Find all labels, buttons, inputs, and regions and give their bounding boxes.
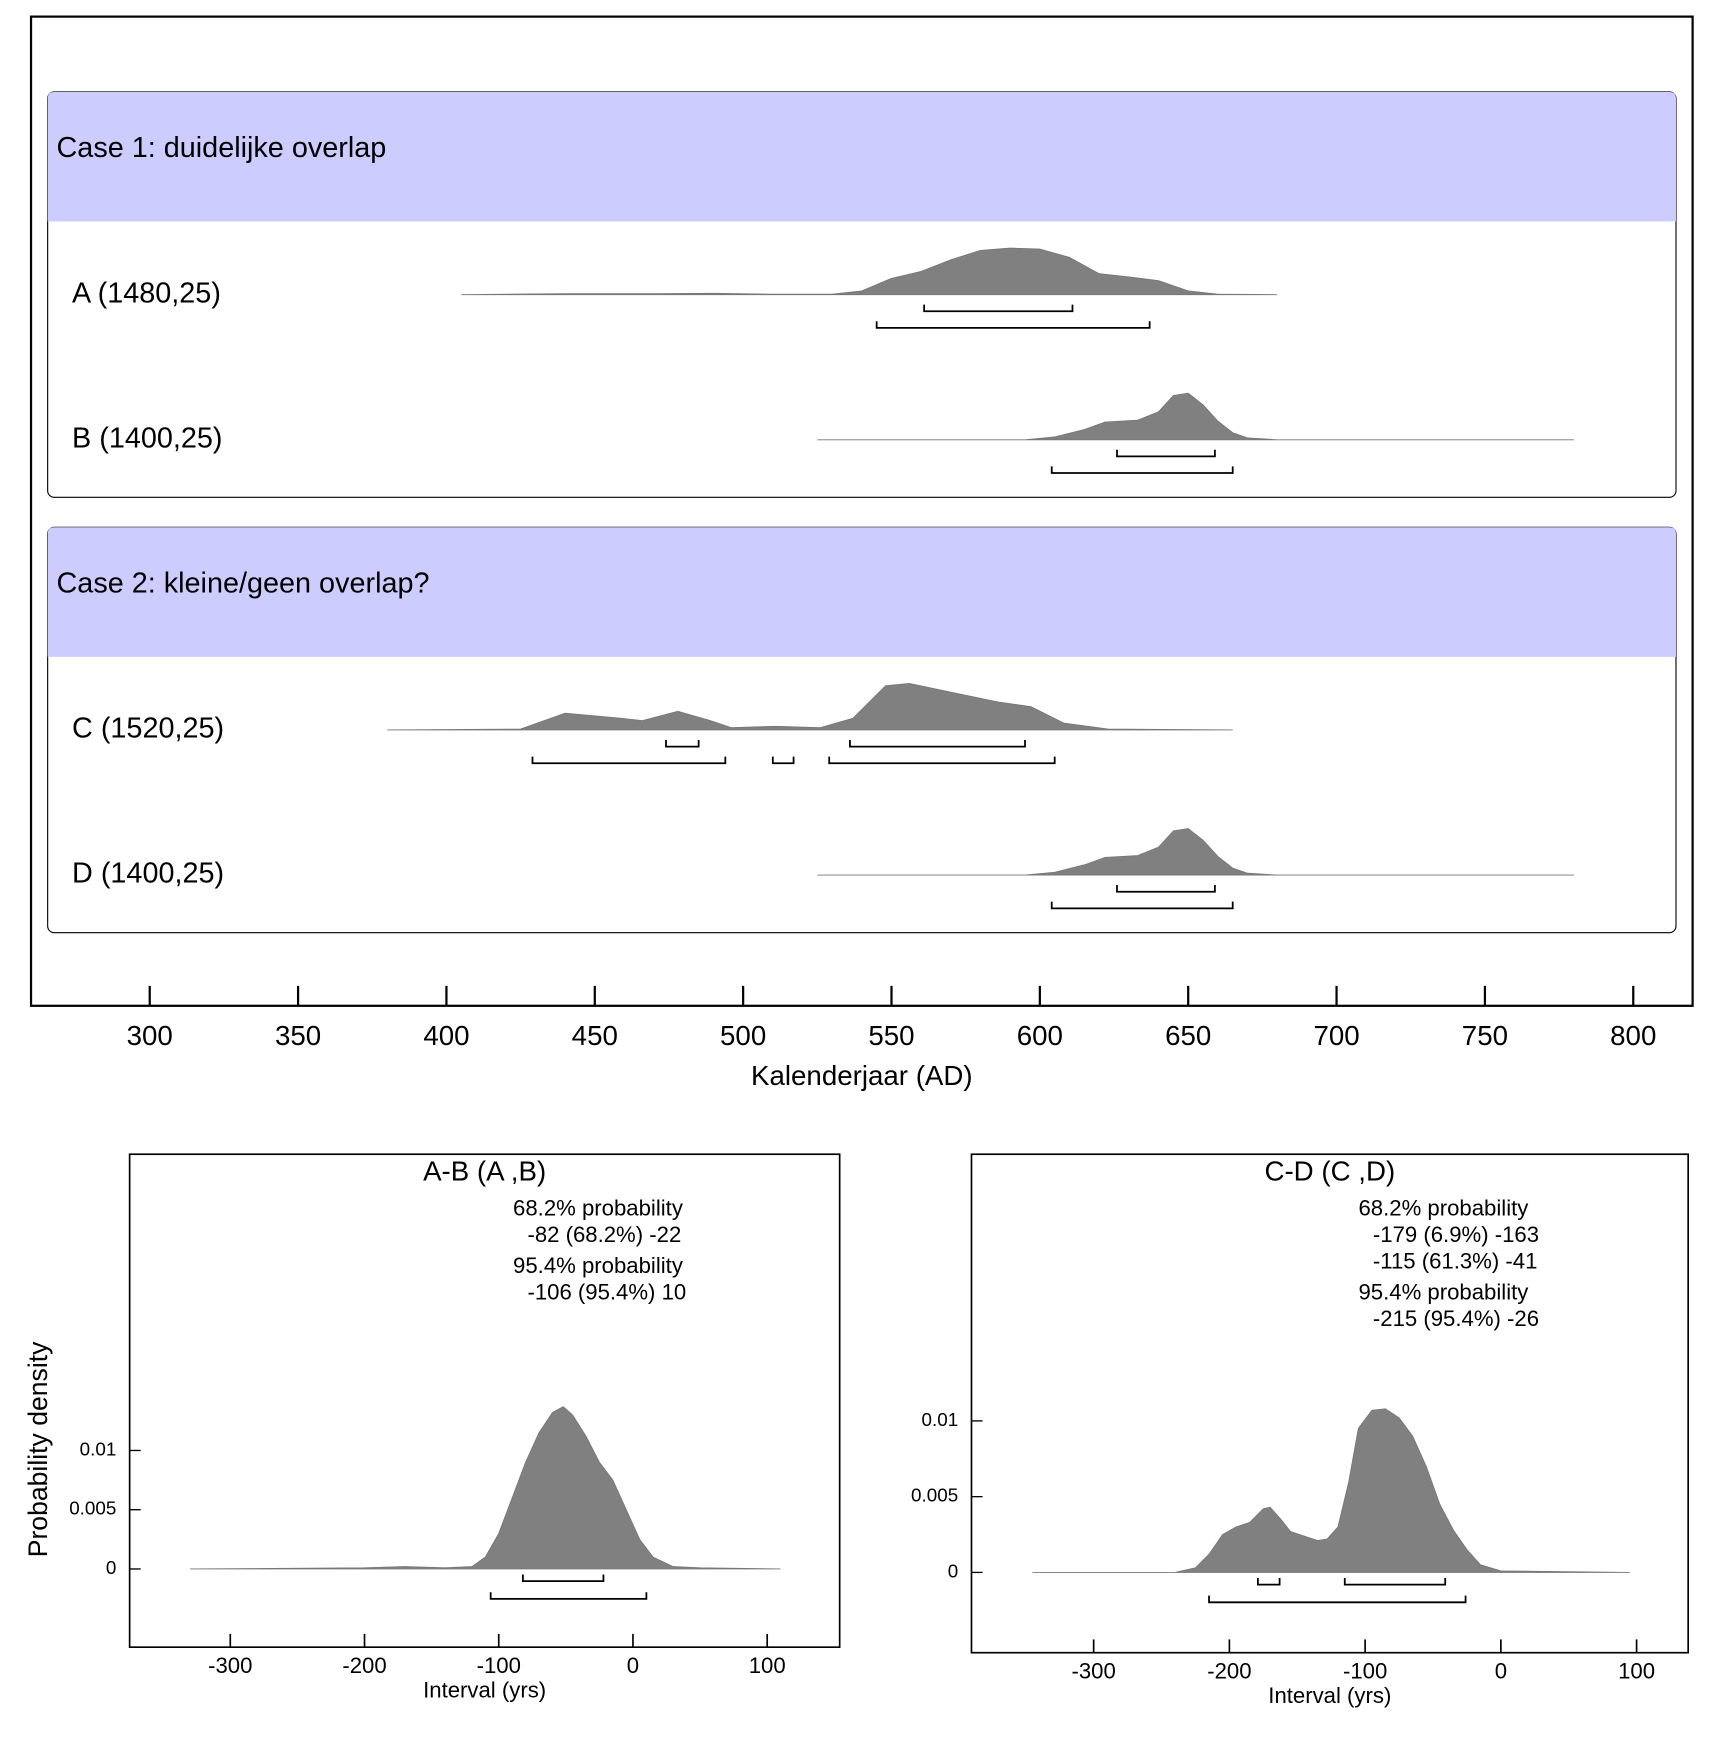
annotation-heading: 68.2% probability [513,1195,684,1220]
annotation-line: -179 (6.9%) -163 [1373,1222,1539,1247]
y-tick-label: 0.01 [80,1438,117,1459]
y-tick-label: 0.01 [922,1409,959,1430]
range-bracket [1050,466,1234,474]
annotation-line: -82 (68.2%) -22 [527,1222,681,1247]
x-tick-label: 450 [572,1020,618,1051]
x-tick-label: 600 [1017,1020,1063,1051]
density-curve [817,828,1574,876]
row-label: C (1520,25) [72,713,224,745]
range-bracket [1343,1577,1447,1586]
y-tick-label: 0 [106,1557,116,1578]
annotation-line: -106 (95.4%) 10 [527,1280,686,1305]
y-axis-label: Probability density [23,1341,53,1557]
x-tick-label: 650 [1165,1020,1211,1051]
x-tick-label: 100 [1618,1658,1655,1683]
range-bracket [849,739,1026,748]
range-bracket [522,1574,605,1583]
density-curve [387,683,1233,731]
x-tick-label: 0 [627,1653,639,1678]
x-tick-label: 700 [1313,1020,1359,1051]
x-tick-label: -300 [208,1653,252,1678]
y-tick-label: 0.005 [69,1498,116,1519]
group-title: Case 2: kleine/geen overlap? [57,567,430,599]
range-bracket [828,756,1056,765]
annotation-line: -215 (95.4%) -26 [1373,1306,1539,1331]
plot-frame [128,1153,841,1648]
density-curve [1032,1408,1630,1573]
x-tick-label: 750 [1462,1020,1508,1051]
group-header [47,527,1676,657]
range-bracket [1208,1595,1467,1604]
y-tick-label: 0 [948,1560,958,1581]
range-bracket [771,756,795,765]
x-axis-label: Interval (yrs) [1268,1683,1391,1708]
x-axis-label: Kalenderjaar (AD) [751,1060,973,1091]
range-bracket [875,321,1151,329]
row-label: D (1400,25) [72,858,224,890]
x-tick-label: 350 [275,1020,321,1051]
annotation-line: -115 (61.3%) -41 [1373,1249,1537,1274]
plot-frame [29,15,1694,1007]
density-curve [190,1406,781,1570]
x-axis-label: Interval (yrs) [423,1677,546,1702]
x-tick-label: -200 [342,1653,386,1678]
density-curve [817,392,1574,441]
range-bracket [531,756,727,765]
x-tick-label: 800 [1610,1020,1656,1051]
x-tick-label: -200 [1207,1658,1251,1683]
chart-title: A-B (A ,B) [423,1155,546,1186]
x-tick-label: 100 [749,1653,786,1678]
row-label: A (1480,25) [72,277,221,309]
annotation-heading: 95.4% probability [513,1253,684,1278]
row-label: B (1400,25) [72,422,222,454]
range-bracket [1116,449,1216,458]
x-tick-label: -100 [477,1653,521,1678]
range-bracket [1256,1577,1281,1586]
x-tick-label: 550 [868,1020,914,1051]
annotation-heading: 68.2% probability [1358,1195,1529,1220]
density-curve [461,247,1278,296]
group-title: Case 1: duidelijke overlap [57,132,387,164]
range-bracket [1116,885,1216,893]
annotation-heading: 95.4% probability [1358,1280,1529,1305]
x-tick-label: 300 [127,1020,173,1051]
x-tick-label: 400 [423,1020,469,1051]
y-tick-label: 0.005 [911,1485,958,1506]
x-tick-label: -300 [1071,1658,1115,1683]
range-bracket [489,1592,648,1600]
range-bracket [665,739,700,748]
plot-frame [970,1153,1690,1654]
range-bracket [923,304,1074,313]
group-header [47,91,1676,222]
x-tick-label: 0 [1495,1658,1507,1683]
x-tick-label: 500 [720,1020,766,1051]
range-bracket [1050,901,1234,910]
chart-title: C-D (C ,D) [1264,1155,1395,1186]
x-tick-label: -100 [1343,1658,1387,1683]
